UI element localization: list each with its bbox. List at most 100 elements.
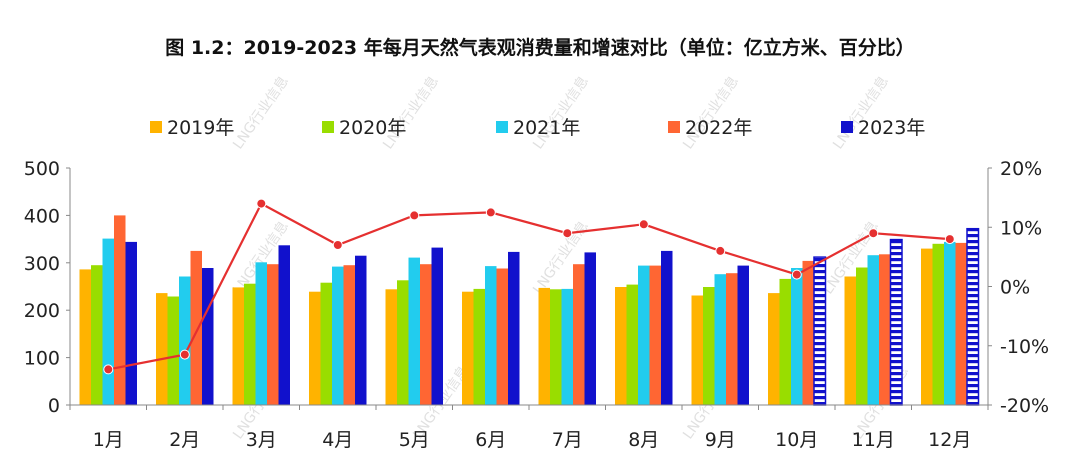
bar-4-10 (889, 238, 903, 406)
bar-1-2 (244, 283, 256, 405)
bar-4-5 (508, 251, 520, 405)
bar-3-3 (343, 265, 355, 405)
growth-point-3 (332, 240, 343, 250)
growth-point-9 (791, 269, 802, 280)
bar-4-3 (355, 255, 367, 405)
legend-label-2: 2021年 (513, 117, 580, 139)
legend-label-0: 2019年 (167, 117, 234, 139)
bar-3-4 (420, 264, 432, 405)
category-label-5: 6月 (475, 429, 506, 451)
bar-2-11 (944, 241, 956, 405)
bar-1-10 (856, 267, 868, 405)
bar-1-9 (779, 278, 791, 405)
legend-swatch-0 (150, 121, 162, 133)
bar-4-6 (584, 252, 596, 405)
x-axis: 1月 2月 3月 4月 5月 6月 7月 8月 9月 10月 11月 12月 (69, 404, 989, 451)
bar-3-2 (267, 264, 279, 405)
bar-2-5 (485, 266, 497, 405)
left-tick-label: 200 (24, 300, 60, 322)
bar-1-3 (320, 282, 332, 405)
bar-0-5 (462, 291, 474, 405)
legend-label-4: 2023年 (858, 117, 925, 139)
category-label-10: 11月 (852, 429, 895, 451)
growth-point-8 (715, 245, 726, 256)
bar-2-10 (867, 255, 879, 405)
left-tick-label: 0 (48, 395, 60, 417)
bar-4-8 (737, 265, 749, 405)
growth-point-5 (485, 207, 496, 218)
bar-3-5 (496, 268, 508, 405)
bar-3-6 (573, 264, 585, 405)
bar-3-1 (190, 250, 202, 405)
category-label-6: 7月 (552, 429, 583, 451)
bar-3-8 (726, 273, 738, 405)
bar-3-11 (955, 242, 967, 405)
growth-polyline (108, 202, 950, 371)
bar-0-6 (538, 287, 550, 405)
right-tick-label: 0% (1000, 277, 1030, 299)
bar-2-7 (638, 265, 650, 405)
legend-swatch-2 (496, 121, 508, 133)
bar-0-8 (691, 295, 703, 405)
bar-2-4 (408, 257, 420, 405)
watermark-text: LNG行业信息 (679, 73, 742, 152)
growth-point-2 (256, 198, 267, 209)
right-tick-label: 10% (1000, 217, 1042, 239)
bar-0-2 (232, 287, 244, 405)
category-label-1: 2月 (169, 429, 200, 451)
category-label-7: 8月 (628, 429, 659, 451)
bar-2-0 (102, 238, 114, 405)
right-tick-label: -20% (1000, 395, 1049, 417)
growth-point-1 (179, 349, 190, 360)
bar-1-5 (473, 288, 485, 405)
bar-2-3 (332, 266, 344, 405)
left-tick-label: 500 (24, 158, 60, 180)
watermark-text: LNG行业信息 (379, 73, 442, 152)
legend-label-3: 2022年 (685, 117, 752, 139)
growth-point-6 (562, 228, 573, 239)
watermark-text: LNG行业信息 (529, 73, 592, 152)
bar-4-0 (125, 241, 137, 405)
bar-2-1 (179, 276, 191, 405)
legend-swatch-1 (322, 121, 334, 133)
bar-1-0 (91, 265, 103, 405)
bar-0-4 (385, 289, 397, 405)
bar-4-4 (431, 247, 443, 405)
left-axis: 0 100 200 300 400 500 (24, 158, 71, 417)
bar-0-10 (844, 276, 856, 405)
bar-2-8 (714, 274, 726, 405)
bar-1-1 (167, 296, 179, 405)
bar-1-6 (550, 289, 562, 405)
bar-4-1 (202, 268, 214, 405)
bar-2-6 (561, 288, 573, 405)
growth-line (103, 198, 955, 375)
bar-1-7 (626, 284, 638, 405)
growth-point-4 (409, 210, 420, 221)
right-axis: -20% -10% 0% 10% 20% (987, 158, 1049, 417)
legend: 2019年 2020年 2021年 2022年 2023年 (150, 117, 925, 139)
bar-0-1 (156, 293, 168, 405)
left-tick-label: 100 (24, 348, 60, 370)
bar-2-2 (255, 262, 267, 405)
left-tick-label: 400 (24, 205, 60, 227)
bar-1-11 (932, 243, 944, 405)
bar-3-9 (802, 260, 814, 405)
bar-3-10 (879, 254, 891, 405)
bar-1-4 (397, 280, 409, 405)
bar-3-7 (649, 265, 661, 405)
category-label-11: 12月 (928, 429, 971, 451)
right-tick-label: 20% (1000, 158, 1042, 180)
category-label-2: 3月 (246, 429, 277, 451)
chart-title: 图 1.2：2019-2023 年每月天然气表观消费量和增速对比（单位：亿立方米… (165, 36, 915, 59)
right-tick-label: -10% (1000, 336, 1049, 358)
growth-point-11 (944, 234, 955, 245)
bar-0-9 (768, 293, 780, 405)
bar-4-11 (966, 227, 980, 406)
legend-swatch-3 (668, 121, 680, 133)
growth-point-10 (868, 228, 879, 239)
bar-0-11 (921, 248, 933, 405)
category-label-3: 4月 (322, 429, 353, 451)
category-label-9: 10月 (775, 429, 818, 451)
bar-1-8 (703, 287, 715, 405)
bar-3-0 (114, 215, 126, 405)
